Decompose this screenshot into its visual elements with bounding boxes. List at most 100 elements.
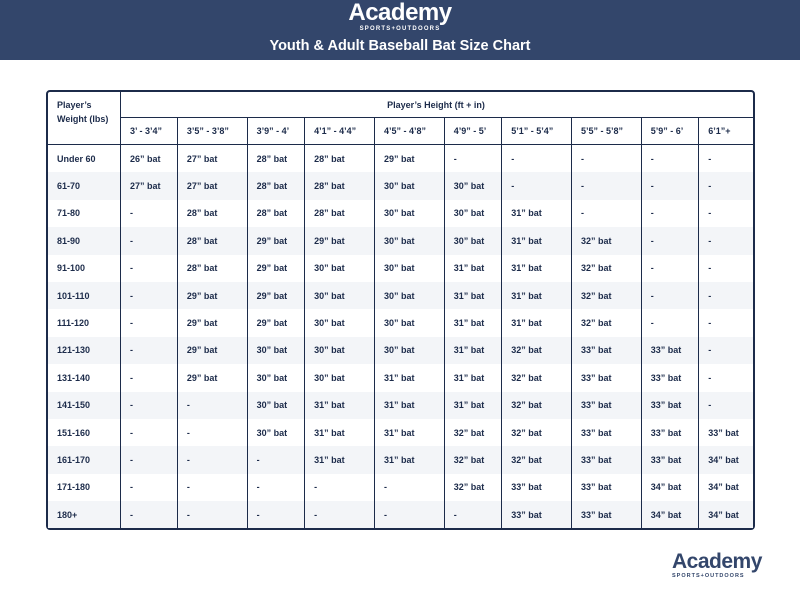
bat-size-cell: - <box>642 309 700 337</box>
column-header: 4’1” - 4’4” <box>305 118 375 145</box>
bat-size-cell: 29” bat <box>178 364 248 392</box>
bat-size-cell: - <box>121 254 178 282</box>
bat-size-cell: 28” bat <box>247 172 306 200</box>
bat-size-cell: 29” bat <box>375 145 445 173</box>
bat-size-cell: - <box>642 254 700 282</box>
table-row: 111-120-29” bat 29” bat 30” bat 30” bat 31” … <box>48 309 753 337</box>
weight-cell: Under 60 <box>48 145 121 173</box>
weight-cell: 71-80 <box>48 199 121 228</box>
table-row: 180+ - - - - - -33” bat 33” bat 34” bat 34” bat <box>48 501 753 529</box>
bat-size-cell: - <box>247 501 306 529</box>
weight-cell: 91-100 <box>48 254 121 282</box>
table-row: 61-70 27” bat 27” bat 28” bat 28” bat 30” bat… <box>48 172 753 200</box>
bat-size-cell: 31” bat <box>502 227 572 255</box>
bat-size-cell: - <box>121 391 178 419</box>
bat-size-cell: - <box>121 501 178 529</box>
bat-size-cell: - <box>699 336 753 365</box>
bat-size-cell: - <box>642 199 700 228</box>
bat-size-cell: 30” bat <box>374 172 445 200</box>
bat-size-cell: 30” bat <box>305 309 375 337</box>
bat-size-cell: 30” bat <box>248 364 306 392</box>
bat-size-cell: 31” bat <box>444 281 503 310</box>
bat-size-cell: - <box>177 446 248 474</box>
bat-size-cell: - <box>642 145 700 173</box>
bat-size-cell: 31” bat <box>305 418 375 447</box>
bat-size-cell: - <box>572 199 642 228</box>
bat-size-cell: 30” bat <box>375 254 445 282</box>
table-row: 141-150- -30” bat 31” bat 31” bat 31” bat 32”… <box>48 391 753 419</box>
bat-size-cell: - <box>248 473 306 502</box>
bat-size-cell: 31” bat <box>375 418 445 447</box>
bat-size-cell: 32” bat <box>445 473 503 502</box>
bat-size-cell: 31” bat <box>445 254 503 282</box>
bat-size-cell: 28” bat <box>248 145 306 173</box>
logo-text: Academy <box>348 0 452 26</box>
bat-size-cell: - <box>247 446 306 474</box>
bat-size-cell: - <box>121 446 178 474</box>
table-row: 171-180- - - - -32” bat 33” bat 33” bat 34” bat… <box>48 473 753 502</box>
weight-cell: 61-70 <box>48 172 121 200</box>
table-row: 81-90-28” bat 29” bat 29” bat 30” bat 30” ba… <box>48 227 753 255</box>
table-row: 151-160- -30” bat 31” bat 31” bat 32” bat 32”… <box>48 418 753 447</box>
bat-size-cell: 30” bat <box>374 227 445 255</box>
bat-size-cell: 33” bat <box>502 473 572 502</box>
bat-size-cell: 27” bat <box>121 172 178 200</box>
bat-size-cell: 31” bat <box>374 391 445 419</box>
bat-size-cell: - <box>121 364 178 392</box>
bat-size-cell: 31” bat <box>375 364 445 392</box>
bat-size-cell: 28” bat <box>248 199 306 228</box>
table-row: 131-140-29” bat 30” bat 30” bat 31” bat 31” … <box>48 364 753 392</box>
bat-size-cell: 32” bat <box>572 254 642 282</box>
bat-size-cell: 33” bat <box>642 418 700 447</box>
bat-size-cell: - <box>572 145 642 173</box>
table-row: 91-100-28” bat 29” bat 30” bat 30” bat 31” b… <box>48 254 753 282</box>
bat-size-cell: 30” bat <box>444 172 503 200</box>
academy-logo: Academy SPORTS+OUTDOORS <box>0 0 800 33</box>
bat-size-cell: - <box>708 153 712 164</box>
bat-size-cell: 33” bat <box>708 427 739 438</box>
column-header: 5’5” - 5’8” <box>572 118 642 145</box>
bat-size-cell: 33” bat <box>572 473 642 502</box>
weight-cell: 180+ <box>48 501 121 529</box>
bat-size-cell: 30” bat <box>247 391 306 419</box>
footer-logo-subtext: SPORTS+OUTDOORS <box>672 573 745 579</box>
bat-size-cell: 31” bat <box>445 364 503 392</box>
height-header: Player’s Height (ft + in) <box>121 92 753 118</box>
bat-size-cell: 30” bat <box>374 281 445 310</box>
bat-size-cell: 28” bat <box>305 199 375 228</box>
bat-size-cell: - <box>708 208 712 219</box>
bat-size-cell: 30” bat <box>374 336 445 365</box>
weight-cell: 151-160 <box>48 418 121 447</box>
bat-size-cell: - <box>444 501 503 529</box>
bat-size-cell: - <box>374 501 445 529</box>
bat-size-cell: 32” bat <box>502 446 572 474</box>
bat-size-cell: 28” bat <box>305 172 375 200</box>
logo-subtext: SPORTS+OUTDOORS <box>359 26 441 32</box>
bat-size-cell: - <box>121 336 178 365</box>
bat-size-cell: 32” bat <box>502 336 572 365</box>
bat-size-cell: 33” bat <box>502 501 572 529</box>
footer-logo: Academy SPORTS+OUTDOORS <box>672 550 762 580</box>
bat-size-cell: - <box>699 281 753 310</box>
bat-size-cell: - <box>708 263 712 274</box>
bat-size-cell: 31” bat <box>502 309 572 337</box>
bat-size-cell: 29” bat <box>247 281 306 310</box>
bat-size-cell: 33” bat <box>642 364 700 392</box>
bat-size-cell: 33” bat <box>641 336 700 365</box>
bat-size-cell: 30” bat <box>444 227 503 255</box>
bat-size-cell: - <box>305 473 375 502</box>
bat-size-cell: 32” bat <box>502 364 572 392</box>
bat-size-cell: - <box>121 199 178 228</box>
bat-size-cell: - <box>699 227 753 255</box>
bat-size-cell: 29” bat <box>248 309 306 337</box>
table-row: 161-170- - -31” bat 31” bat 32” bat 32” bat 33… <box>48 446 753 474</box>
bat-size-cell: 29” bat <box>177 281 248 310</box>
bat-size-cell: 29” bat <box>178 309 248 337</box>
weight-cell: 121-130 <box>48 336 121 365</box>
column-header: 4’9” - 5’ <box>444 118 503 145</box>
bat-size-cell: 32” bat <box>502 391 572 419</box>
weight-cell: 101-110 <box>48 281 121 310</box>
bat-size-cell: 32” bat <box>572 309 642 337</box>
column-header: 5’1” - 5’4” <box>502 118 572 145</box>
bat-size-cell: 30” bat <box>445 199 503 228</box>
